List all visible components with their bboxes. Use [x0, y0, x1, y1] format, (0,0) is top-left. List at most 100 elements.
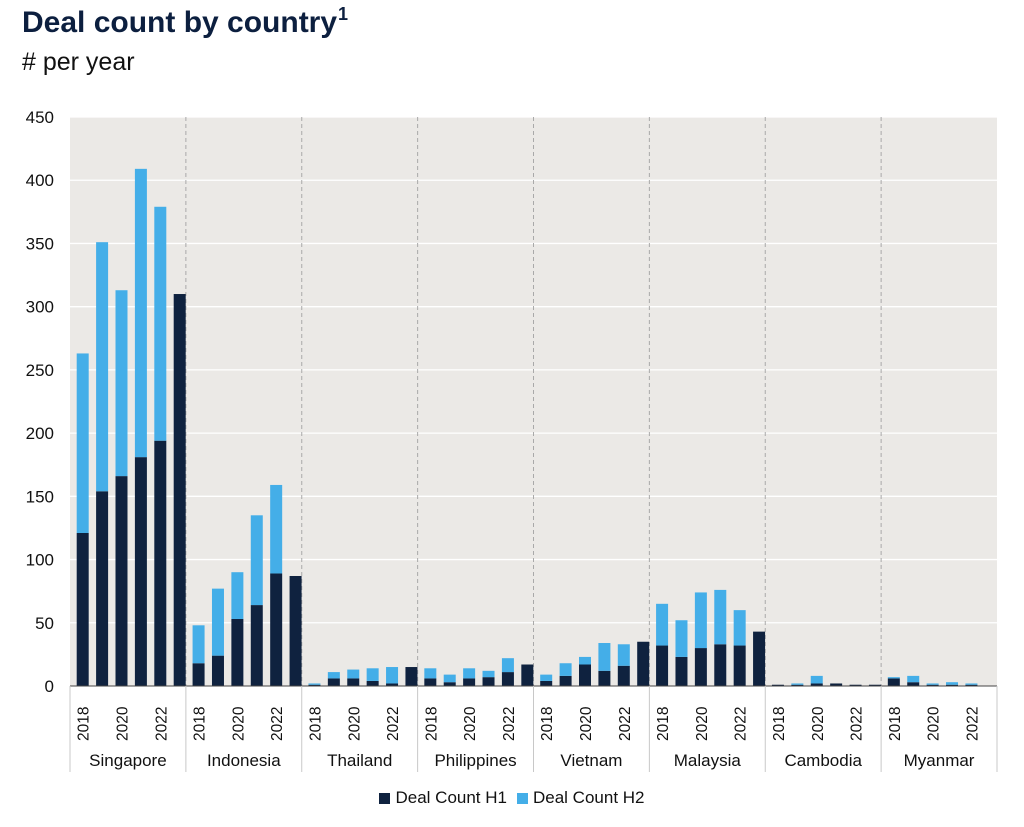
bar-h2	[366, 668, 379, 681]
bar-h2	[463, 668, 476, 679]
bar-h1	[771, 684, 784, 686]
bar-h1	[849, 684, 862, 686]
bar-h1	[753, 631, 766, 686]
legend-item-h1: Deal Count H1	[379, 788, 507, 808]
year-tick-label: 2020	[926, 706, 943, 741]
year-tick-label: 2022	[849, 707, 866, 741]
bar-h2	[887, 677, 900, 679]
y-tick-label: 300	[26, 298, 54, 317]
bar-h1	[192, 663, 205, 686]
year-tick-label: 2020	[694, 706, 711, 741]
bar-h2	[501, 658, 514, 673]
year-tick-label: 2018	[76, 707, 93, 741]
bar-h1	[424, 678, 437, 686]
legend-item-h2: Deal Count H2	[517, 788, 645, 808]
bar-h2	[656, 603, 669, 646]
bar-h1	[308, 684, 321, 686]
bar-h2	[347, 669, 360, 679]
bar-h1	[289, 575, 302, 686]
bar-h1	[637, 641, 650, 686]
bar-h2	[154, 206, 167, 441]
bar-h1	[115, 476, 128, 686]
year-tick-label: 2022	[733, 707, 750, 741]
bar-h1	[830, 683, 843, 686]
bar-h1	[791, 684, 804, 686]
y-tick-label: 350	[26, 234, 54, 253]
year-tick-label: 2018	[771, 707, 788, 741]
bar-h1	[598, 670, 611, 686]
bar-h2	[270, 484, 283, 574]
country-label: Thailand	[327, 751, 392, 770]
bar-h1	[675, 656, 688, 686]
legend-label-h2: Deal Count H2	[533, 788, 645, 807]
year-tick-label: 2020	[810, 706, 827, 741]
country-label: Indonesia	[207, 751, 281, 770]
bar-h2	[211, 588, 224, 656]
bar-h1	[211, 655, 224, 686]
bar-h1	[656, 645, 669, 686]
bar-h2	[308, 683, 321, 685]
bar-h2	[926, 683, 939, 685]
bar-h1	[76, 533, 89, 686]
year-tick-label: 2020	[578, 706, 595, 741]
bar-h1	[134, 457, 147, 686]
y-tick-label: 400	[26, 171, 54, 190]
bar-h1	[714, 644, 727, 686]
bar-h2	[559, 663, 572, 676]
bar-h2	[810, 675, 823, 684]
bar-h1	[327, 678, 340, 686]
bar-h2	[250, 515, 263, 606]
bar-h1	[579, 664, 591, 686]
bar-h2	[231, 572, 244, 619]
bar-h1	[347, 678, 360, 686]
bar-h2	[192, 625, 205, 664]
y-tick-label: 0	[45, 677, 54, 696]
country-label: Singapore	[89, 751, 167, 770]
bar-h2	[540, 674, 553, 681]
bar-h2	[482, 670, 495, 678]
bar-h1	[96, 491, 109, 686]
bar-h1	[540, 680, 553, 686]
legend-swatch-h2	[517, 792, 528, 804]
bar-h1	[366, 680, 379, 686]
year-tick-label: 2022	[269, 707, 286, 741]
bar-h1	[733, 645, 746, 686]
y-tick-label: 250	[26, 361, 54, 380]
year-tick-label: 2022	[385, 707, 402, 741]
year-tick-label: 2018	[423, 707, 440, 741]
bar-h2	[733, 610, 746, 646]
year-tick-label: 2020	[462, 706, 479, 741]
bar-h2	[424, 668, 437, 679]
y-tick-label: 100	[26, 551, 54, 570]
bar-h2	[907, 675, 920, 683]
y-tick-label: 200	[26, 424, 54, 443]
bar-h1	[270, 573, 283, 686]
bar-h1	[173, 294, 186, 686]
bar-h1	[617, 665, 630, 686]
bar-h2	[965, 683, 978, 685]
chart-subtitle: # per year	[22, 48, 135, 76]
bar-h2	[134, 168, 147, 458]
legend-label-h1: Deal Count H1	[395, 788, 507, 807]
country-label: Myanmar	[904, 751, 975, 770]
bar-h1	[482, 677, 495, 686]
bar-h1	[405, 667, 418, 686]
bar-h2	[791, 683, 804, 685]
year-tick-label: 2018	[539, 707, 556, 741]
bar-h1	[463, 678, 476, 686]
year-tick-label: 2020	[115, 706, 132, 741]
chart-legend: Deal Count H1 Deal Count H2	[0, 788, 1024, 808]
bar-h1	[868, 684, 881, 686]
y-tick-label: 50	[35, 614, 54, 633]
year-tick-label: 2020	[230, 706, 247, 741]
bar-h2	[76, 353, 89, 534]
chart-title: Deal count by country1	[22, 4, 349, 39]
bar-h2	[946, 682, 959, 685]
bar-h2	[386, 667, 399, 684]
title-footnote-marker: 1	[338, 4, 349, 24]
bar-h1	[965, 684, 978, 686]
bar-h1	[443, 682, 456, 686]
bar-h2	[327, 672, 340, 679]
bar-h1	[386, 683, 399, 686]
bar-h2	[579, 656, 591, 665]
